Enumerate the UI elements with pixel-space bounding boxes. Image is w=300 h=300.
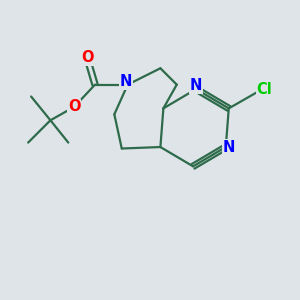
Text: N: N <box>120 74 132 89</box>
Text: N: N <box>223 140 235 154</box>
Text: O: O <box>81 50 94 65</box>
Text: N: N <box>190 78 202 93</box>
Text: O: O <box>68 99 80 114</box>
Text: Cl: Cl <box>256 82 272 97</box>
